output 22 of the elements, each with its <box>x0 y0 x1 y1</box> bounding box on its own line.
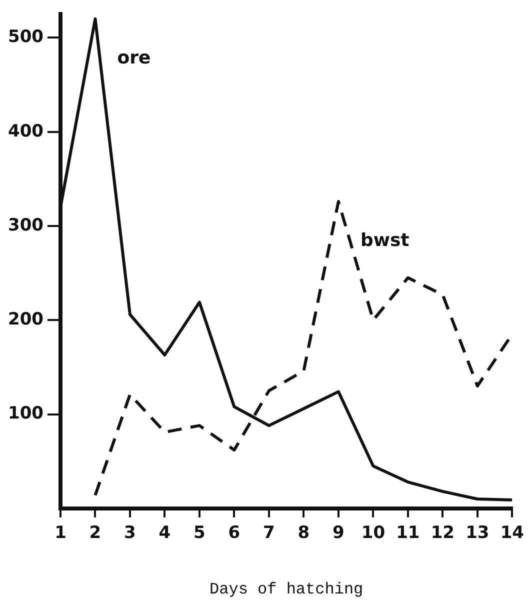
x-tick-label: 11 <box>396 523 420 544</box>
x-tick-label: 3 <box>124 523 136 544</box>
x-tick-label: 4 <box>158 523 171 544</box>
y-tick-label: 100 <box>8 404 44 424</box>
x-tick-label: 14 <box>500 523 524 544</box>
x-tick-label: 13 <box>466 523 490 544</box>
series-label: ore <box>117 48 151 69</box>
y-tick-label: 200 <box>8 310 44 330</box>
y-tick-label: 400 <box>8 121 44 142</box>
x-tick-label: 7 <box>263 523 275 544</box>
x-axis-title: Days of hatching <box>210 580 364 599</box>
x-tick-label: 5 <box>194 523 206 544</box>
series-label: bwst <box>360 230 410 252</box>
x-tick-label: 9 <box>332 523 344 544</box>
x-tick-label: 8 <box>298 523 310 544</box>
x-tick-label: 2 <box>89 523 102 544</box>
y-tick-label: 300 <box>8 215 44 236</box>
x-tick-label: 1 <box>54 523 66 544</box>
x-tick-label: 12 <box>430 523 455 544</box>
x-tick-label: 6 <box>228 523 240 544</box>
x-tick-label: 10 <box>361 523 386 544</box>
y-tick-label: 500 <box>8 27 44 48</box>
